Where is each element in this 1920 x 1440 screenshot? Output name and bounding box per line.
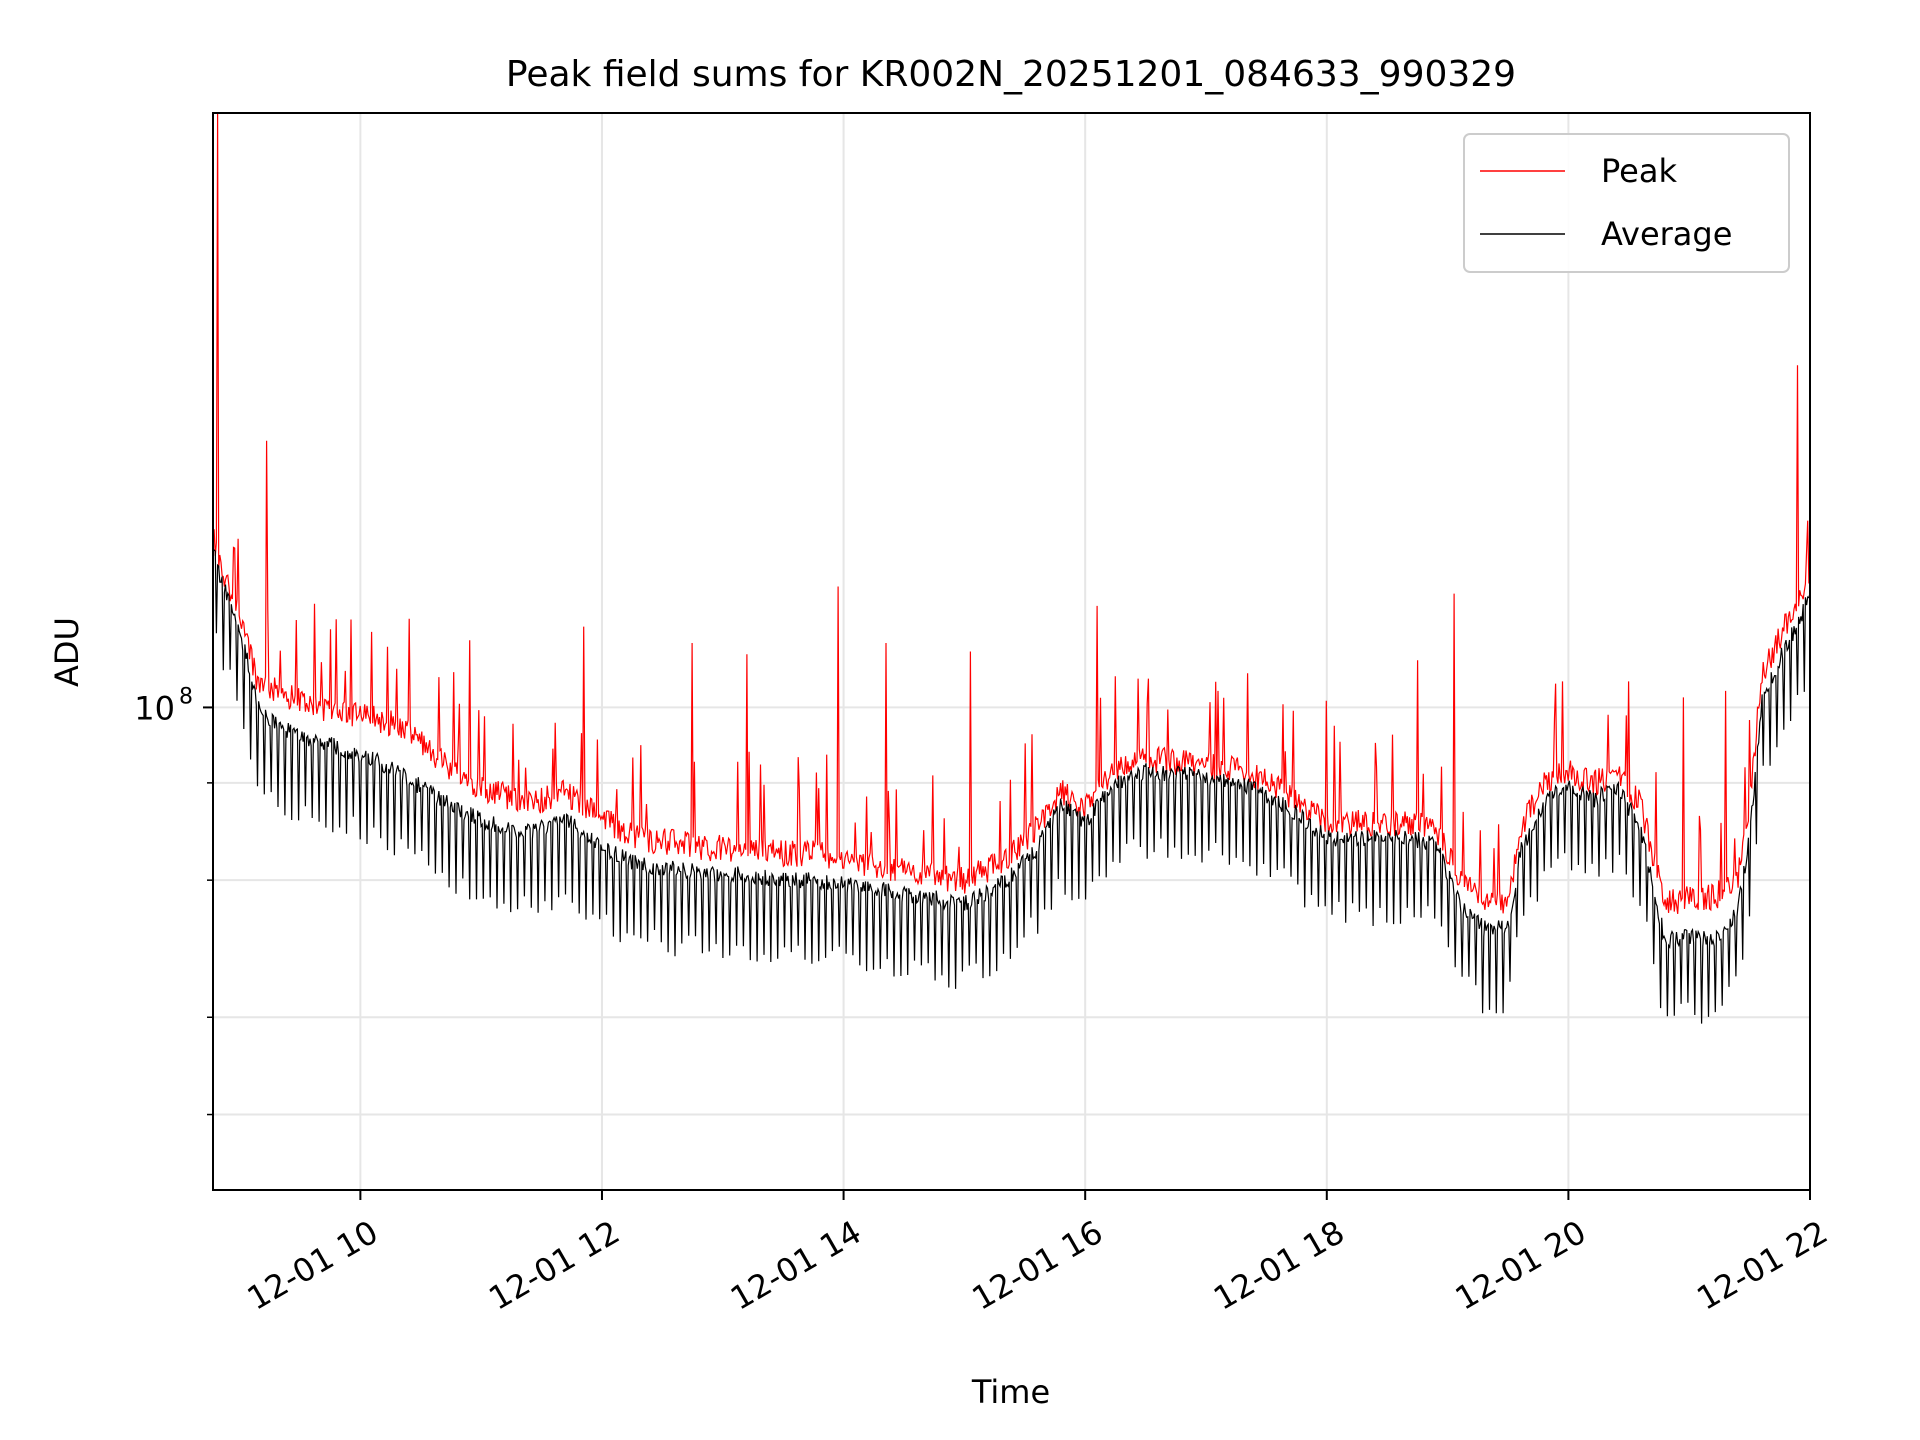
plot-area <box>213 113 1810 1024</box>
y-axis-label: ADU <box>48 617 86 687</box>
peak-series-line <box>213 113 1810 914</box>
chart-title: Peak field sums for KR002N_20251201_0846… <box>506 54 1516 95</box>
average-series-line <box>213 549 1810 1024</box>
y-tick-label-exponent: 8 <box>179 684 193 709</box>
y-axis-ticks: 10 8 <box>134 684 213 1116</box>
legend-average-label: Average <box>1601 215 1732 253</box>
legend-box <box>1463 133 1790 273</box>
legend: Peak Average <box>1463 133 1790 273</box>
plot-frame <box>212 112 1811 1191</box>
y-tick-label: 10 <box>134 689 175 727</box>
x-axis-label: Time <box>971 1373 1050 1411</box>
legend-peak-label: Peak <box>1601 152 1677 190</box>
